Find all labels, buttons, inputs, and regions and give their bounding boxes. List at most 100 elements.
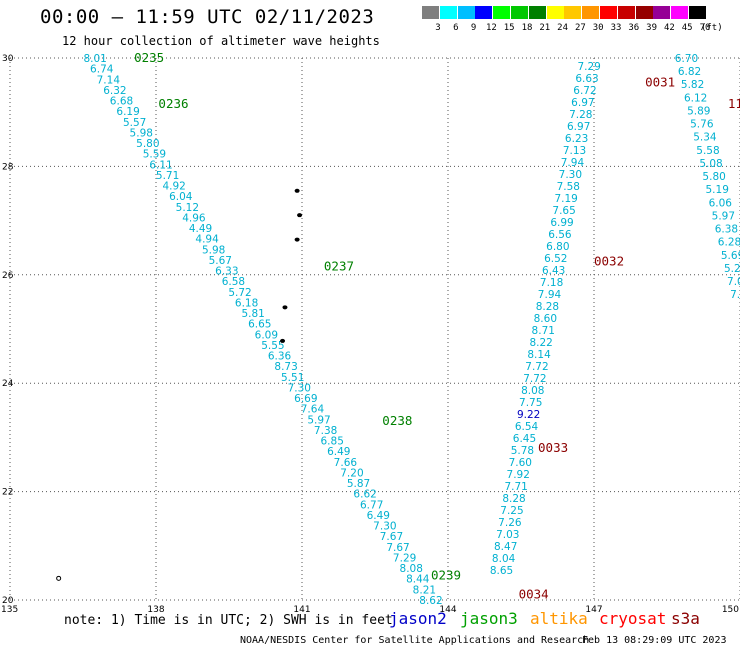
wave-height-value: 6.74 <box>90 64 114 76</box>
legend-label: 12 <box>485 23 497 33</box>
legend-swatch <box>511 6 528 19</box>
wave-height-value: 6.06 <box>709 197 733 209</box>
legend-swatch <box>617 6 635 19</box>
satellite-jason2: jason2 <box>389 609 447 628</box>
wave-height-value: 4.92 <box>162 181 185 193</box>
wave-height-value: 6.97 <box>571 97 594 109</box>
wave-height-value: 5.08 <box>699 158 722 170</box>
wave-height-value: 5.78 <box>511 445 534 457</box>
island-outline <box>294 237 300 242</box>
wave-height-value: 8.08 <box>521 385 544 397</box>
wave-height-value: 5.81 <box>241 308 264 320</box>
satellite-s3a: s3a <box>671 609 700 628</box>
wave-height-value: 7.75 <box>519 397 542 409</box>
wave-height-value: 5.67 <box>209 255 232 267</box>
pass-time-label: 0033 <box>538 440 568 455</box>
wave-height-value: 5.69 <box>721 250 740 262</box>
wave-height-value: 8.14 <box>527 349 551 361</box>
wave-height-value: 7.72 <box>525 361 548 373</box>
wave-height-value: 7.58 <box>557 181 580 193</box>
wave-height-value: 7.30 <box>288 382 311 394</box>
legend-swatch <box>635 6 653 19</box>
wave-height-value: 8.60 <box>534 313 557 325</box>
wave-height-value: 6.38 <box>715 224 738 236</box>
wave-height-value: 8.08 <box>400 563 423 575</box>
legend-swatch <box>564 6 582 19</box>
wave-height-value: 6.43 <box>542 265 565 277</box>
wave-height-value: 8.28 <box>502 493 525 505</box>
y-tick-label: 24 <box>2 379 14 389</box>
wave-height-value: 5.97 <box>712 210 735 222</box>
legend-label: 27 <box>574 23 586 33</box>
wave-height-value: 7.01 <box>727 276 740 288</box>
wave-height-value: 6.97 <box>567 121 590 133</box>
page-subtitle: 12 hour collection of altimeter wave hei… <box>62 34 380 48</box>
y-tick-label: 26 <box>2 271 14 281</box>
wave-height-value: 6.85 <box>321 436 344 448</box>
wave-height-value: 8.21 <box>413 584 436 596</box>
wave-height-value: 8.44 <box>406 574 430 586</box>
legend-swatch <box>493 6 511 19</box>
legend-label: 18 <box>521 23 533 33</box>
wave-height-value: 6.36 <box>268 351 292 363</box>
legend-swatch <box>582 6 600 19</box>
wave-height-value: 5.80 <box>702 171 725 183</box>
legend-label: 21 <box>539 23 551 33</box>
wave-height-value: 5.98 <box>202 244 225 256</box>
wave-height-value: 7.00 <box>730 289 740 301</box>
wave-height-value: 6.23 <box>565 133 588 145</box>
legend-swatch <box>600 6 617 19</box>
legend-label: 45 <box>681 23 693 33</box>
x-tick-label: 144 <box>439 605 456 615</box>
wave-height-value: 5.57 <box>123 117 146 129</box>
wave-height-value: 7.18 <box>540 277 563 289</box>
wave-height-value: 9.22 <box>517 409 540 421</box>
wave-height-value: 7.28 <box>569 109 592 121</box>
wave-height-value: 8.47 <box>494 541 517 553</box>
wave-height-value: 6.80 <box>546 241 569 253</box>
wave-height-value: 5.27 <box>724 263 740 275</box>
legend-label: 24 <box>557 23 569 33</box>
wave-height-value: 5.58 <box>696 145 719 157</box>
legend-swatch <box>422 6 439 19</box>
wave-height-value: 8.22 <box>529 337 552 349</box>
wave-height-value: 6.70 <box>675 53 698 65</box>
footer-timestamp: Feb 13 08:29:09 UTC 2023 <box>582 635 727 646</box>
legend-swatch <box>439 6 457 19</box>
wave-height-value: 6.09 <box>255 329 278 341</box>
legend-swatch <box>475 6 493 19</box>
legend-swatch <box>546 6 564 19</box>
wave-height-value: 6.99 <box>550 217 573 229</box>
x-tick-label: 141 <box>293 605 310 615</box>
wave-height-value: 8.01 <box>83 53 106 65</box>
legend-swatch <box>671 6 689 19</box>
wave-height-value: 6.52 <box>544 253 567 265</box>
wave-height-value: 5.87 <box>347 478 370 490</box>
wave-height-value: 6.12 <box>684 92 707 104</box>
pass-time-label: 0235 <box>134 50 164 65</box>
wave-height-value: 7.13 <box>563 145 586 157</box>
wave-height-value: 7.65 <box>552 205 575 217</box>
wave-height-value: 6.69 <box>294 393 317 405</box>
wave-height-value: 7.72 <box>523 373 546 385</box>
y-tick-label: 30 <box>2 54 14 64</box>
pass-time-label: 0032 <box>594 253 624 268</box>
wave-height-value: 5.82 <box>681 79 704 91</box>
wave-height-value: 8.73 <box>274 361 297 373</box>
x-tick-label: 138 <box>147 605 164 615</box>
wave-height-value: 5.97 <box>307 414 330 426</box>
satellite-jason3: jason3 <box>460 609 518 628</box>
legend-swatch <box>689 6 706 19</box>
legend-swatch <box>653 6 671 19</box>
wave-height-value: 7.03 <box>496 529 519 541</box>
wave-height-value: 8.71 <box>532 325 555 337</box>
legend-label: 42 <box>663 23 675 33</box>
legend-label: 33 <box>610 23 622 33</box>
wave-height-value: 8.62 <box>419 595 442 607</box>
wave-height-value: 5.12 <box>176 202 199 214</box>
wave-height-value: 6.63 <box>575 73 598 85</box>
y-tick-label: 22 <box>2 488 13 498</box>
wave-height-value: 7.19 <box>554 193 577 205</box>
wave-height-value: 6.56 <box>548 229 572 241</box>
